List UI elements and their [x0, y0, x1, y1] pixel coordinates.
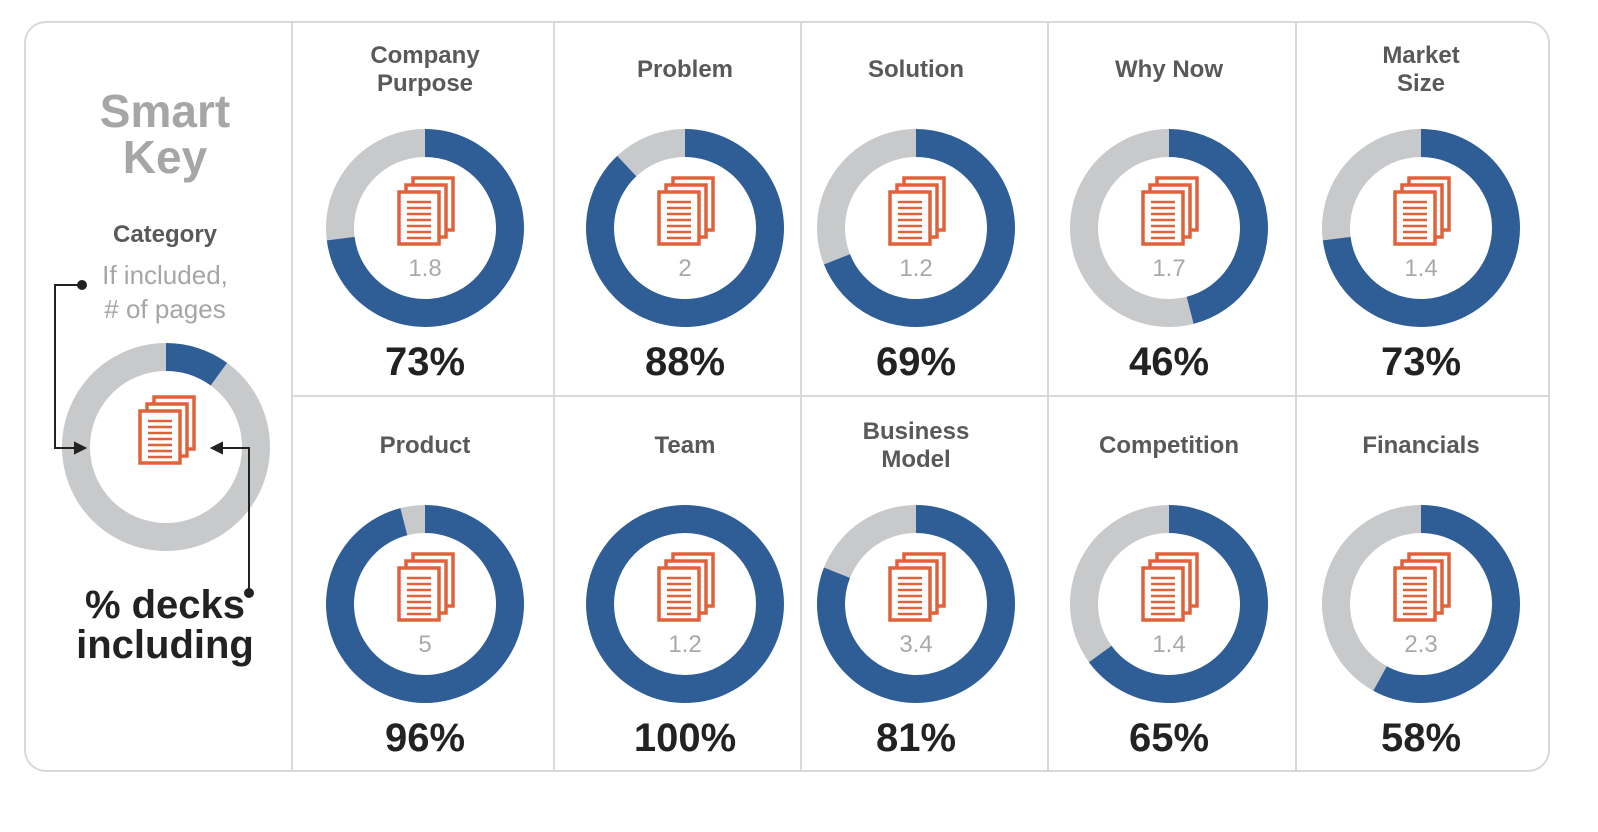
pages-value: 2	[678, 255, 691, 282]
percent-label: 65%	[1128, 716, 1210, 760]
key-example-donut	[61, 343, 270, 551]
document-stack-icon	[657, 552, 715, 622]
pages-value: 3.4	[899, 631, 932, 658]
category-label: Problem	[636, 56, 734, 83]
donut-remainder-segment	[1070, 129, 1194, 327]
donut-percent-segment	[823, 129, 1015, 327]
percent-label: 69%	[875, 340, 957, 384]
pages-value: 1.7	[1152, 255, 1185, 282]
category-donut: 3.4	[817, 505, 1015, 703]
donut-remainder-segment	[1322, 505, 1421, 691]
category-label: Competition	[1099, 432, 1239, 459]
category-cell: Product 5 96%	[305, 397, 545, 771]
donut-remainder-segment	[326, 129, 425, 241]
grid-divider	[291, 395, 1550, 397]
document-stack-icon	[657, 176, 715, 246]
donut-percent-segment	[166, 343, 228, 386]
donut-remainder-segment	[400, 505, 425, 536]
pages-value: 1.2	[899, 255, 932, 282]
category-donut: 1.2	[817, 129, 1015, 327]
key-percent-label: % decks including	[76, 583, 254, 667]
category-cell: Solution 1.2 69%	[796, 21, 1036, 395]
percent-label: 58%	[1380, 716, 1462, 760]
document-stack-icon	[1393, 176, 1451, 246]
percent-label: 88%	[644, 340, 726, 384]
category-label: Financials	[1362, 432, 1480, 459]
pages-value: 1.8	[408, 255, 441, 282]
category-donut: 2.3	[1322, 505, 1520, 703]
donut-percent-segment	[1373, 505, 1520, 703]
category-donut: 1.4	[1070, 505, 1268, 703]
donut-remainder-segment	[617, 129, 685, 177]
document-stack-icon	[138, 395, 196, 465]
document-stack-icon	[397, 176, 455, 246]
category-cell: Competition 1.4 65%	[1049, 397, 1289, 771]
document-stack-icon	[397, 552, 455, 622]
document-stack-icon	[1141, 552, 1199, 622]
document-stack-icon	[888, 176, 946, 246]
pages-value: 1.4	[1152, 631, 1185, 658]
document-stack-icon	[1141, 176, 1199, 246]
key-pages-label: If included, # of pages	[102, 260, 228, 324]
donut-percent-segment	[1088, 505, 1268, 703]
category-label: Company Purpose	[370, 42, 480, 97]
category-donut: 5	[326, 505, 524, 703]
pages-value: 1.2	[668, 631, 701, 658]
category-donut: 1.7	[1070, 129, 1268, 327]
category-cell: Company Purpose 1.8 73%	[305, 21, 545, 395]
category-donut: 1.4	[1322, 129, 1520, 327]
category-cell: Problem 2 88%	[565, 21, 805, 395]
percent-label: 73%	[384, 340, 466, 384]
percent-label: 81%	[875, 716, 957, 760]
percent-label: 96%	[384, 716, 466, 760]
key-connector-lines	[54, 280, 254, 598]
category-label: Why Now	[1115, 56, 1223, 83]
document-stack-icon	[1393, 552, 1451, 622]
key-category-label: Category	[112, 221, 218, 248]
pages-value: 5	[418, 631, 431, 658]
category-label: Business Model	[862, 418, 970, 473]
category-label: Product	[379, 432, 471, 459]
donut-remainder-segment	[817, 129, 916, 265]
category-cell: Why Now 1.7 46%	[1049, 21, 1289, 395]
category-cell: Market Size 1.4 73%	[1301, 21, 1541, 395]
percent-label: 73%	[1380, 340, 1462, 384]
pages-value: 1.4	[1404, 255, 1437, 282]
donut-percent-segment	[1169, 129, 1268, 324]
category-cell: Team 1.2 100%	[565, 397, 805, 771]
donut-remainder-segment	[823, 505, 916, 578]
document-stack-icon	[888, 552, 946, 622]
donut-remainder-segment	[1070, 505, 1169, 663]
category-label: Team	[654, 432, 716, 459]
percent-label: 46%	[1128, 340, 1210, 384]
category-donut: 2	[586, 129, 784, 327]
category-donut: 1.2	[586, 505, 784, 703]
key-title: Smart Key	[99, 85, 231, 183]
percent-label: 100%	[633, 716, 737, 760]
category-cell: Financials 2.3 58%	[1301, 397, 1541, 771]
category-label: Solution	[868, 56, 964, 83]
category-label: Market Size	[1382, 42, 1460, 97]
category-donut: 1.8	[326, 129, 524, 327]
pages-value: 2.3	[1404, 631, 1437, 658]
category-cell: Business Model 3.4 81%	[796, 397, 1036, 771]
donut-remainder-segment	[1322, 129, 1421, 241]
